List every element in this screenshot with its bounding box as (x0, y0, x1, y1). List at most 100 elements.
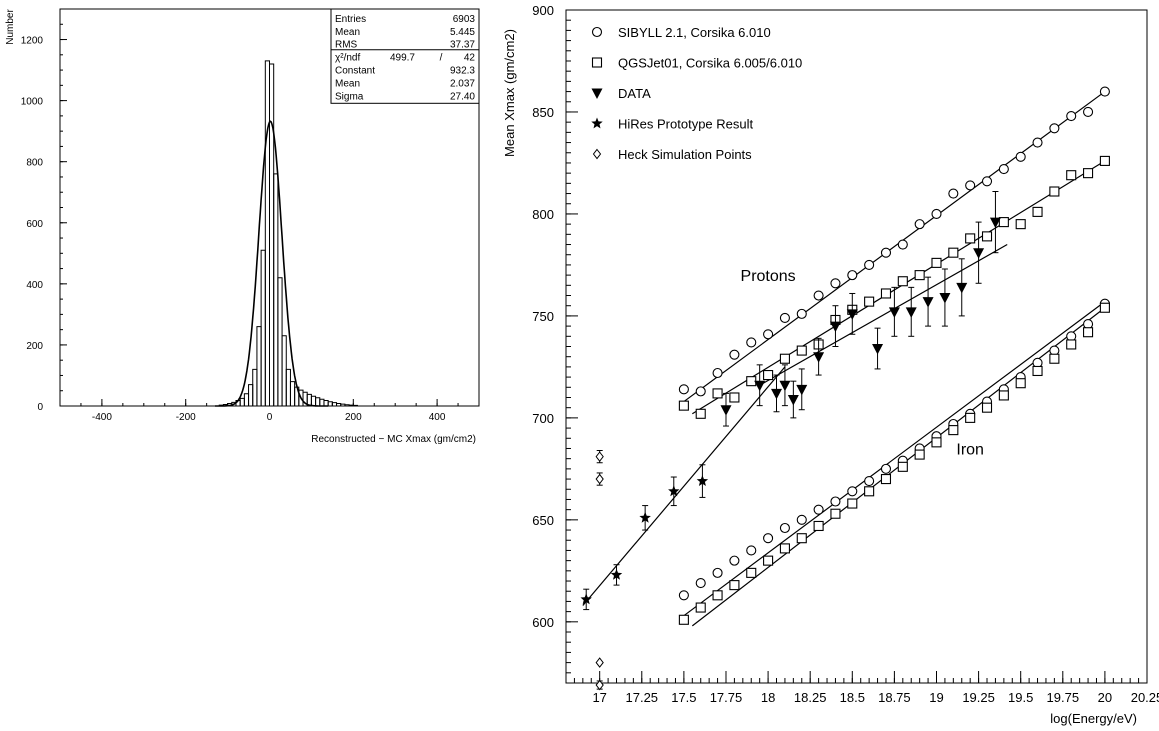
data-point-square (678, 400, 689, 411)
histogram-x-label: Reconstructed − MC Xmax (gm/cm2) (311, 434, 476, 445)
scatter-points (580, 86, 1110, 691)
data-point-square (1066, 339, 1077, 350)
data-point-circle (813, 504, 824, 515)
stats-value: 42 (464, 53, 476, 64)
scatter-x-tick-label: 17 (592, 690, 606, 705)
data-point-square (965, 412, 976, 423)
data-point-square (1083, 327, 1094, 338)
data-point-circle (712, 367, 723, 379)
stats-value: 27.40 (450, 91, 475, 102)
data-point-circle (998, 164, 1009, 175)
data-point-circle (695, 386, 706, 397)
data-point-square (779, 353, 790, 364)
legend-symbol-diamond (592, 148, 602, 160)
data-point-triangle-down (922, 297, 934, 308)
data-point-circle (1032, 137, 1043, 148)
data-point-square (678, 614, 689, 625)
data-point-square (914, 449, 925, 460)
data-point-circle (864, 476, 875, 487)
data-point-circle (678, 384, 689, 395)
data-point-square (695, 408, 706, 419)
scatter-x-label: log(Energy/eV) (1050, 711, 1137, 726)
data-point-square (796, 533, 807, 544)
fit-line (683, 301, 1106, 617)
scatter-x-tick-label: 18.25 (794, 690, 827, 705)
data-point-square (830, 508, 841, 519)
data-point-circle (779, 312, 790, 323)
data-point-diamond (595, 451, 604, 462)
legend-symbol-star (591, 117, 603, 129)
stats-label: Mean (335, 78, 360, 89)
data-point-square (712, 590, 723, 601)
data-point-square (1015, 219, 1026, 230)
data-point-square (1066, 170, 1077, 181)
data-point-circle (678, 590, 689, 601)
data-point-square (813, 520, 824, 532)
data-point-square (763, 555, 774, 566)
data-point-circle (729, 349, 740, 360)
scatter-y-tick-label: 650 (532, 513, 554, 528)
data-point-circle (729, 555, 740, 566)
scatter-frame (565, 9, 1148, 684)
histogram-y-tick-label: 200 (26, 341, 43, 352)
data-point-circle (965, 180, 976, 191)
data-point-circle (948, 188, 959, 199)
data-point-triangle-down (872, 344, 884, 355)
histogram-y-tick-label: 1000 (21, 97, 44, 108)
scatter-x-tick-label: 17.25 (626, 690, 659, 705)
scatter-x-tick-label: 18.75 (878, 690, 911, 705)
data-point-circle (981, 176, 993, 187)
data-point-square (779, 543, 790, 554)
stats-label: RMS (335, 40, 358, 51)
scatter-y-tick-label: 600 (532, 615, 554, 630)
scatter-x-tick-label: 20 (1098, 690, 1112, 705)
data-point-circle (1083, 106, 1094, 118)
histogram-x-tick-label: -200 (176, 412, 196, 423)
data-point-triangle-down (813, 352, 825, 363)
scatter-x-tick-label: 18.5 (840, 690, 865, 705)
data-point-circle (847, 486, 858, 497)
data-point-square (1099, 302, 1110, 313)
legend-label: DATA (618, 86, 651, 101)
data-point-circle (830, 496, 841, 507)
legend-label: SIBYLL 2.1, Corsika 6.010 (618, 25, 771, 40)
histogram-y-ticks: 0 200 400 600 800 1000 1200 (21, 8, 67, 413)
scatter-x-ticks: 17 17.25 17.5 17.75 18 18.25 18.5 18.75 19 19.25 1… (573, 671, 1159, 705)
data-point-square (880, 288, 892, 299)
data-point-square (981, 402, 993, 413)
stats-label: Entries (335, 14, 366, 25)
data-point-square (931, 437, 942, 448)
data-point-circle (914, 219, 925, 230)
data-point-square (763, 370, 774, 381)
data-point-square (1099, 155, 1110, 166)
data-point-triangle-down (846, 309, 858, 320)
data-point-circle (864, 259, 875, 270)
data-point-square (981, 231, 993, 242)
data-point-diamond (595, 657, 604, 668)
data-point-circle (880, 463, 892, 474)
data-point-square (914, 270, 925, 281)
data-point-square (948, 247, 959, 258)
histogram-panel: Number Reconstructed − MC Xmax (gm/cm2) … (5, 8, 480, 445)
scatter-x-tick-label: 19.25 (962, 690, 995, 705)
histogram-x-tick-label: 0 (267, 412, 273, 423)
scatter-y-ticks: 600 650 700 750 800 850 900 (532, 3, 578, 674)
histogram-x-tick-label: 200 (345, 412, 362, 423)
histogram-y-label: Number (5, 9, 16, 45)
data-point-square (864, 296, 875, 307)
histogram-y-tick-label: 800 (26, 158, 43, 169)
data-point-square (1032, 365, 1043, 377)
scatter-x-tick-label: 19.75 (1047, 690, 1080, 705)
data-point-triangle-down (973, 248, 985, 259)
data-point-triangle-down (829, 321, 841, 333)
stats-value: 499.7 (390, 53, 415, 64)
scatter-y-label: Mean Xmax (gm/cm2) (502, 29, 517, 157)
data-point-square (1083, 168, 1094, 179)
stats-value: 2.037 (450, 78, 475, 89)
data-point-square (796, 345, 807, 356)
legend-label: QGSJet01, Corsika 6.005/6.010 (618, 56, 802, 71)
data-point-triangle-down (771, 388, 783, 400)
scatter-x-tick-label: 19 (929, 690, 943, 705)
data-point-triangle-down (787, 395, 799, 406)
